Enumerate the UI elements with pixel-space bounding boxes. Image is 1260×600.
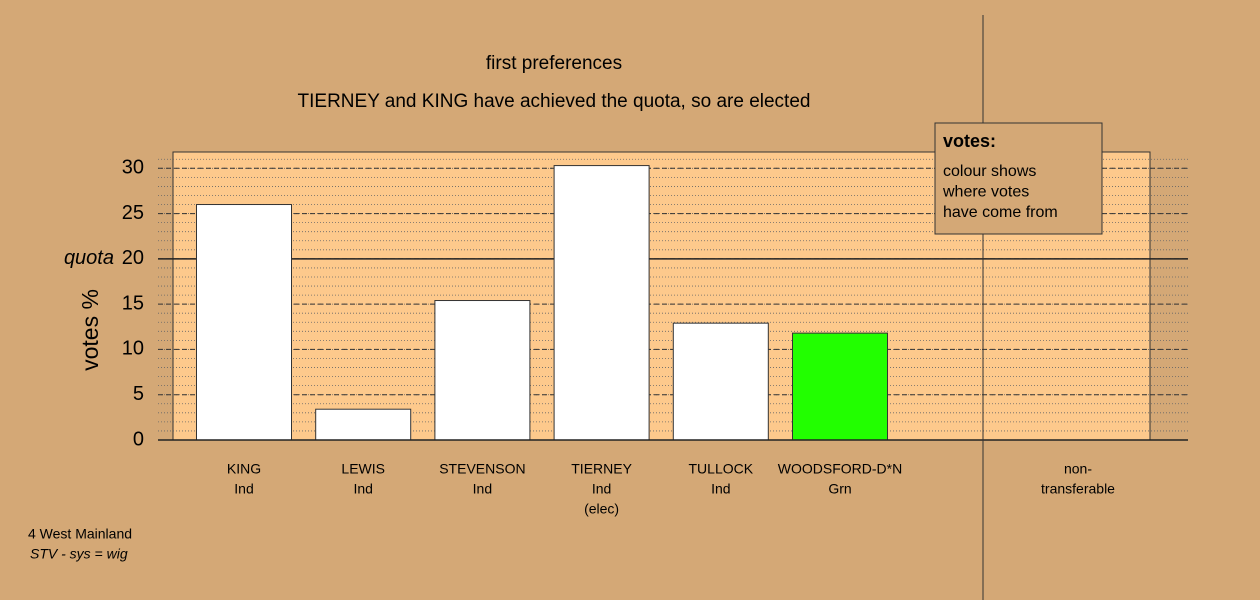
y-axis-label: votes % xyxy=(77,289,103,371)
chart-title: first preferences xyxy=(486,53,622,74)
y-tick-label: 10 xyxy=(122,338,144,360)
y-tick-label: 15 xyxy=(122,292,144,314)
party-label: Ind xyxy=(711,481,730,497)
y-tick-label: 5 xyxy=(133,383,144,405)
footer-line: STV - sys = wig xyxy=(30,546,128,562)
party-label: Ind xyxy=(234,481,253,497)
x-tick-label: KING xyxy=(227,461,261,477)
y-tick-label: 25 xyxy=(122,202,144,224)
legend-line: colour shows xyxy=(943,163,1036,180)
y-tick-label: 0 xyxy=(133,428,144,450)
x-tick-label: LEWIS xyxy=(341,461,385,477)
chart-subtitle: TIERNEY and KING have achieved the quota… xyxy=(298,91,811,112)
footer-line: 4 West Mainland xyxy=(28,526,132,542)
legend-line: have come from xyxy=(943,204,1058,221)
bar xyxy=(315,408,412,441)
bar xyxy=(792,332,888,441)
legend-box xyxy=(934,122,1103,235)
party-label: Grn xyxy=(828,481,851,497)
note-label: (elec) xyxy=(584,501,619,517)
x-tick-label: WOODSFORD-D*N xyxy=(778,461,902,477)
nontransferable-label: transferable xyxy=(1041,481,1115,497)
bar xyxy=(672,322,769,441)
party-label: Ind xyxy=(592,481,611,497)
quota-label: quota xyxy=(64,247,114,269)
nontransferable-label: non- xyxy=(1064,461,1092,477)
bar xyxy=(434,300,531,441)
bar xyxy=(196,204,292,441)
x-tick-label: STEVENSON xyxy=(439,461,525,477)
party-label: Ind xyxy=(473,481,492,497)
legend-title: votes: xyxy=(943,131,996,151)
x-tick-label: TIERNEY xyxy=(571,461,632,477)
y-tick-label: 20 xyxy=(122,247,144,269)
y-tick-label: 30 xyxy=(122,157,144,179)
x-tick-label: TULLOCK xyxy=(689,461,754,477)
bar xyxy=(553,165,650,441)
party-label: Ind xyxy=(353,481,372,497)
legend-line: where votes xyxy=(942,184,1029,201)
